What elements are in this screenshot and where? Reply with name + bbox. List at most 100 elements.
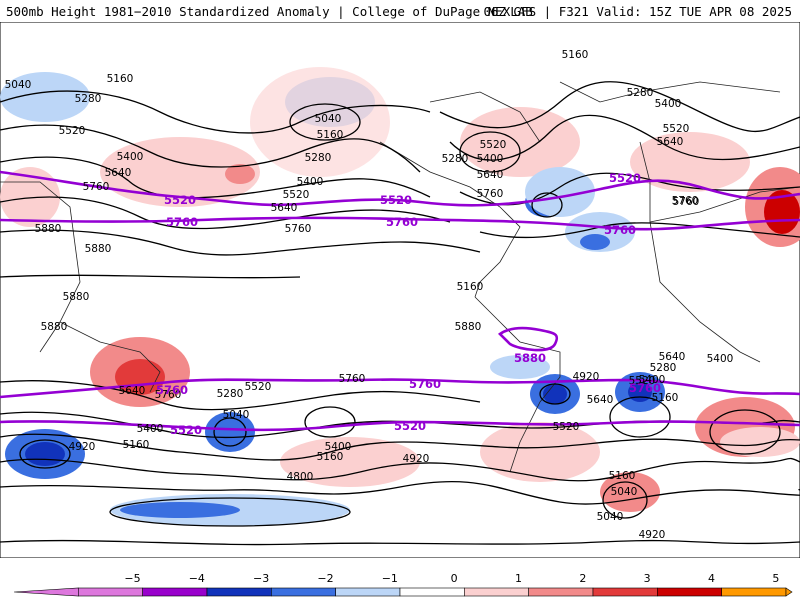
contour-label: 5160: [652, 392, 679, 404]
contour-label: 5640: [477, 169, 504, 181]
height-contour: [0, 124, 421, 173]
height-contour: [531, 192, 563, 218]
height-contour: [0, 457, 800, 482]
contour-label: 5520: [480, 139, 507, 151]
color-swatch: [13, 587, 79, 597]
height-contour: [539, 383, 571, 405]
contour-label: 5400: [325, 441, 352, 453]
anomaly-color-legend: −5 −4 −3 −2 −1 0 1 2 3 4 5: [13, 572, 793, 597]
anomaly-area: [25, 442, 65, 466]
height-contour: [439, 81, 800, 133]
height-contour: [0, 156, 431, 199]
contour-label: 5880: [63, 291, 90, 303]
color-swatch: [785, 587, 793, 597]
thick-contour-label: 5880: [514, 351, 546, 365]
anomaly-area: [525, 167, 595, 217]
contour-label: 5280: [217, 388, 244, 400]
reference-contours: [0, 170, 800, 432]
coastline: [474, 296, 561, 473]
thick-contour-5880: [497, 326, 559, 352]
coastline: [0, 181, 81, 353]
coastline: [649, 186, 800, 223]
height-contour: [304, 406, 356, 438]
color-bar-tick-label: 2: [579, 572, 586, 585]
contour-label: 5760: [83, 181, 110, 193]
model-run-info: 06Z GFS | F321 Valid: 15Z TUE APR 08 202…: [483, 4, 792, 19]
contour-label: 5640: [119, 385, 146, 397]
contour-label: 5400: [655, 98, 682, 110]
thick-contour-label: 5520: [394, 419, 426, 433]
height-contour: [289, 103, 361, 141]
contour-label: 5160: [107, 73, 134, 85]
height-contour: [459, 131, 521, 173]
height-contour: [449, 114, 800, 161]
color-bar-tick-label: 5: [772, 572, 779, 585]
thick-contour-label: 5520: [170, 423, 202, 437]
thick-contour-5760: [0, 378, 800, 399]
anomaly-area: [100, 137, 260, 207]
contour-label: 5760: [155, 389, 182, 401]
contour-label: 5760: [673, 196, 700, 208]
color-swatch: [721, 587, 787, 597]
contour-label: 5760: [477, 188, 504, 200]
contour-label: 5280: [442, 153, 469, 165]
contour-label: 5040: [5, 79, 32, 91]
contour-label: 4920: [573, 371, 600, 383]
height-contour: [0, 433, 800, 461]
thick-contour-5760: [0, 216, 800, 231]
contour-label: 5400: [117, 151, 144, 163]
color-swatch: [206, 587, 272, 597]
contour-label: 5160: [123, 439, 150, 451]
contour-label: 5400: [639, 374, 666, 386]
contour-label: 5520: [553, 421, 580, 433]
contour-label: 5520: [245, 381, 272, 393]
height-contour: [19, 439, 71, 469]
thick-contour-label: 5760: [156, 383, 188, 397]
anomaly-area: [543, 384, 567, 404]
contour-label: 5400: [477, 153, 504, 165]
thick-contour-5520: [0, 420, 800, 432]
coastline: [379, 141, 521, 298]
contour-label: 5280: [650, 362, 677, 374]
anomaly-area: [205, 412, 255, 452]
anomaly-area: [580, 234, 610, 250]
color-swatch: [657, 587, 722, 597]
contour-label: 5640: [105, 167, 132, 179]
height-contour: [0, 274, 301, 279]
contour-label: 5520: [283, 189, 310, 201]
thick-contour-5520: [0, 170, 800, 207]
contour-label: 4920: [403, 453, 430, 465]
color-swatch: [399, 587, 465, 597]
color-bar-tick-label: 3: [644, 572, 651, 585]
map-title: 500mb Height 1981−2010 Standardized Anom…: [6, 4, 533, 19]
thick-contour-label: 5760: [409, 377, 441, 391]
thick-contour-label: 5760: [166, 215, 198, 229]
contour-label: 5760: [672, 195, 699, 207]
color-swatch: [592, 587, 658, 597]
contour-label: 5040: [611, 486, 638, 498]
contour-label: 5280: [305, 152, 332, 164]
height-contour: [609, 396, 671, 438]
color-bar-tick-label: 0: [451, 572, 458, 585]
thick-contour-label: 5520: [380, 193, 412, 207]
height-contour: [0, 481, 800, 505]
color-swatch: [335, 587, 401, 597]
color-bar-tick-label: −5: [124, 572, 140, 585]
color-swatch: [271, 587, 336, 597]
contour-label: 5040: [597, 511, 624, 523]
contour-label: 5160: [317, 129, 344, 141]
anomaly-area: [250, 67, 390, 177]
contour-label: 5880: [455, 321, 482, 333]
contour-label: 5040: [315, 113, 342, 125]
thick-contour-label: 5760: [604, 223, 636, 237]
height-contour: [602, 481, 648, 519]
height-contour: [0, 90, 431, 134]
anomaly-area: [630, 132, 750, 192]
color-bar-tick-label: −3: [253, 572, 269, 585]
contour-label: 5160: [457, 281, 484, 293]
contour-label: 5640: [657, 136, 684, 148]
contour-label: 5400: [297, 176, 324, 188]
color-bar-tick-label: 4: [708, 572, 715, 585]
color-swatch: [464, 587, 529, 597]
color-swatch: [78, 587, 143, 597]
